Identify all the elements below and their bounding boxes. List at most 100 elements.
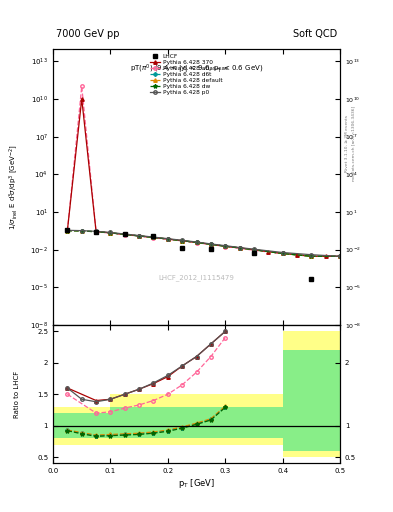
Pythia 6.428 dw (309, 253, 314, 260)
Line: Pythia 6.428 atlas-cac: Pythia 6.428 atlas-cac (66, 84, 342, 258)
LHCF (65, 227, 70, 233)
Pythia 6.428 370 (223, 243, 228, 249)
Pythia 6.428 atlas-cac (338, 253, 342, 260)
Pythia 6.428 370 (165, 236, 170, 242)
Pythia 6.428 370 (108, 230, 113, 236)
Pythia 6.428 default (252, 247, 256, 253)
Pythia 6.428 d6t (94, 229, 99, 235)
Line: Pythia 6.428 p0: Pythia 6.428 p0 (66, 228, 342, 258)
LHCF (252, 249, 256, 255)
LHCF (94, 229, 99, 235)
Text: Soft QCD: Soft QCD (293, 29, 337, 39)
Pythia 6.428 default (65, 227, 70, 233)
Pythia 6.428 dw (180, 238, 185, 244)
Pythia 6.428 d6t (79, 228, 84, 234)
Pythia 6.428 370 (94, 228, 99, 234)
Pythia 6.428 p0 (237, 244, 242, 250)
Pythia 6.428 atlas-cac (65, 228, 70, 234)
Pythia 6.428 d6t (237, 245, 242, 251)
Pythia 6.428 p0 (151, 234, 156, 240)
Pythia 6.428 d6t (280, 250, 285, 257)
Pythia 6.428 dw (280, 250, 285, 257)
Pythia 6.428 dw (123, 231, 127, 238)
Pythia 6.428 dw (338, 253, 342, 260)
Pythia 6.428 p0 (79, 227, 84, 233)
Pythia 6.428 atlas-cac (280, 250, 285, 257)
Pythia 6.428 atlas-cac (79, 83, 84, 90)
Pythia 6.428 default (338, 253, 342, 260)
Line: Pythia 6.428 default: Pythia 6.428 default (66, 229, 342, 258)
Text: Rivet 3.1.10, ≥ 2M events: Rivet 3.1.10, ≥ 2M events (345, 115, 349, 172)
Pythia 6.428 d6t (151, 234, 156, 241)
Pythia 6.428 atlas-cac (165, 236, 170, 242)
Pythia 6.428 default (151, 234, 156, 241)
Pythia 6.428 default (123, 231, 127, 238)
LHCF (180, 245, 185, 251)
Pythia 6.428 370 (209, 241, 213, 247)
Y-axis label: $1/\sigma_{\rm inel}$ E d$^{3}\!\sigma$/dp$^{3}$ [GeV$^{-2}$]: $1/\sigma_{\rm inel}$ E d$^{3}\!\sigma$/… (7, 144, 20, 230)
LHCF (309, 275, 314, 282)
Pythia 6.428 p0 (338, 253, 342, 260)
Pythia 6.428 default (309, 253, 314, 260)
Pythia 6.428 dw (79, 228, 84, 234)
Pythia 6.428 d6t (209, 241, 213, 247)
Pythia 6.428 p0 (280, 249, 285, 255)
Pythia 6.428 dw (108, 230, 113, 236)
Pythia 6.428 p0 (252, 246, 256, 252)
Pythia 6.428 d6t (137, 233, 141, 239)
Pythia 6.428 p0 (108, 229, 113, 236)
Pythia 6.428 p0 (94, 228, 99, 234)
Pythia 6.428 370 (137, 233, 141, 239)
LHCF (123, 231, 127, 238)
Pythia 6.428 370 (323, 253, 328, 260)
X-axis label: p$_{\rm T}$ [GeV]: p$_{\rm T}$ [GeV] (178, 477, 215, 490)
Pythia 6.428 p0 (223, 243, 228, 249)
Pythia 6.428 dw (223, 243, 228, 249)
Pythia 6.428 370 (65, 227, 70, 233)
Pythia 6.428 d6t (108, 230, 113, 236)
LHCF (366, 269, 371, 275)
Pythia 6.428 dw (65, 227, 70, 233)
Line: Pythia 6.428 370: Pythia 6.428 370 (66, 97, 342, 258)
Text: pT($\pi^0$) (9.4 < |y| < 9.6, p$_{\rm T}$ < 0.6 GeV): pT($\pi^0$) (9.4 < |y| < 9.6, p$_{\rm T}… (130, 62, 263, 76)
Text: 7000 GeV pp: 7000 GeV pp (56, 29, 119, 39)
Pythia 6.428 370 (123, 231, 127, 238)
Pythia 6.428 370 (338, 253, 342, 260)
Pythia 6.428 370 (295, 251, 299, 258)
Pythia 6.428 dw (165, 236, 170, 242)
Line: Pythia 6.428 dw: Pythia 6.428 dw (65, 228, 342, 259)
Pythia 6.428 atlas-cac (94, 229, 99, 235)
Pythia 6.428 p0 (123, 231, 127, 237)
Pythia 6.428 370 (194, 239, 199, 245)
Pythia 6.428 default (180, 238, 185, 244)
Pythia 6.428 370 (266, 249, 270, 255)
Pythia 6.428 d6t (194, 239, 199, 245)
Pythia 6.428 default (94, 229, 99, 235)
Pythia 6.428 p0 (309, 251, 314, 258)
Pythia 6.428 dw (237, 245, 242, 251)
Pythia 6.428 dw (252, 247, 256, 253)
Pythia 6.428 370 (309, 253, 314, 260)
Legend: LHCF, Pythia 6.428 370, Pythia 6.428 atlas-cac, Pythia 6.428 d6t, Pythia 6.428 d: LHCF, Pythia 6.428 370, Pythia 6.428 atl… (150, 54, 228, 95)
Pythia 6.428 p0 (65, 227, 70, 233)
Pythia 6.428 p0 (137, 232, 141, 239)
Y-axis label: Ratio to LHCF: Ratio to LHCF (14, 371, 20, 418)
Pythia 6.428 p0 (180, 237, 185, 243)
Line: LHCF: LHCF (65, 228, 371, 281)
Pythia 6.428 d6t (223, 243, 228, 249)
Pythia 6.428 370 (180, 238, 185, 244)
Pythia 6.428 atlas-cac (194, 240, 199, 246)
Pythia 6.428 d6t (338, 253, 342, 260)
Line: Pythia 6.428 d6t: Pythia 6.428 d6t (66, 229, 342, 258)
Pythia 6.428 atlas-cac (209, 242, 213, 248)
Pythia 6.428 default (108, 230, 113, 236)
Pythia 6.428 default (223, 243, 228, 249)
Pythia 6.428 dw (137, 233, 141, 239)
Pythia 6.428 atlas-cac (237, 245, 242, 251)
Pythia 6.428 default (209, 241, 213, 247)
Pythia 6.428 370 (252, 247, 256, 253)
LHCF (209, 246, 213, 252)
Pythia 6.428 atlas-cac (252, 247, 256, 253)
Pythia 6.428 dw (209, 241, 213, 247)
Pythia 6.428 atlas-cac (309, 253, 314, 260)
